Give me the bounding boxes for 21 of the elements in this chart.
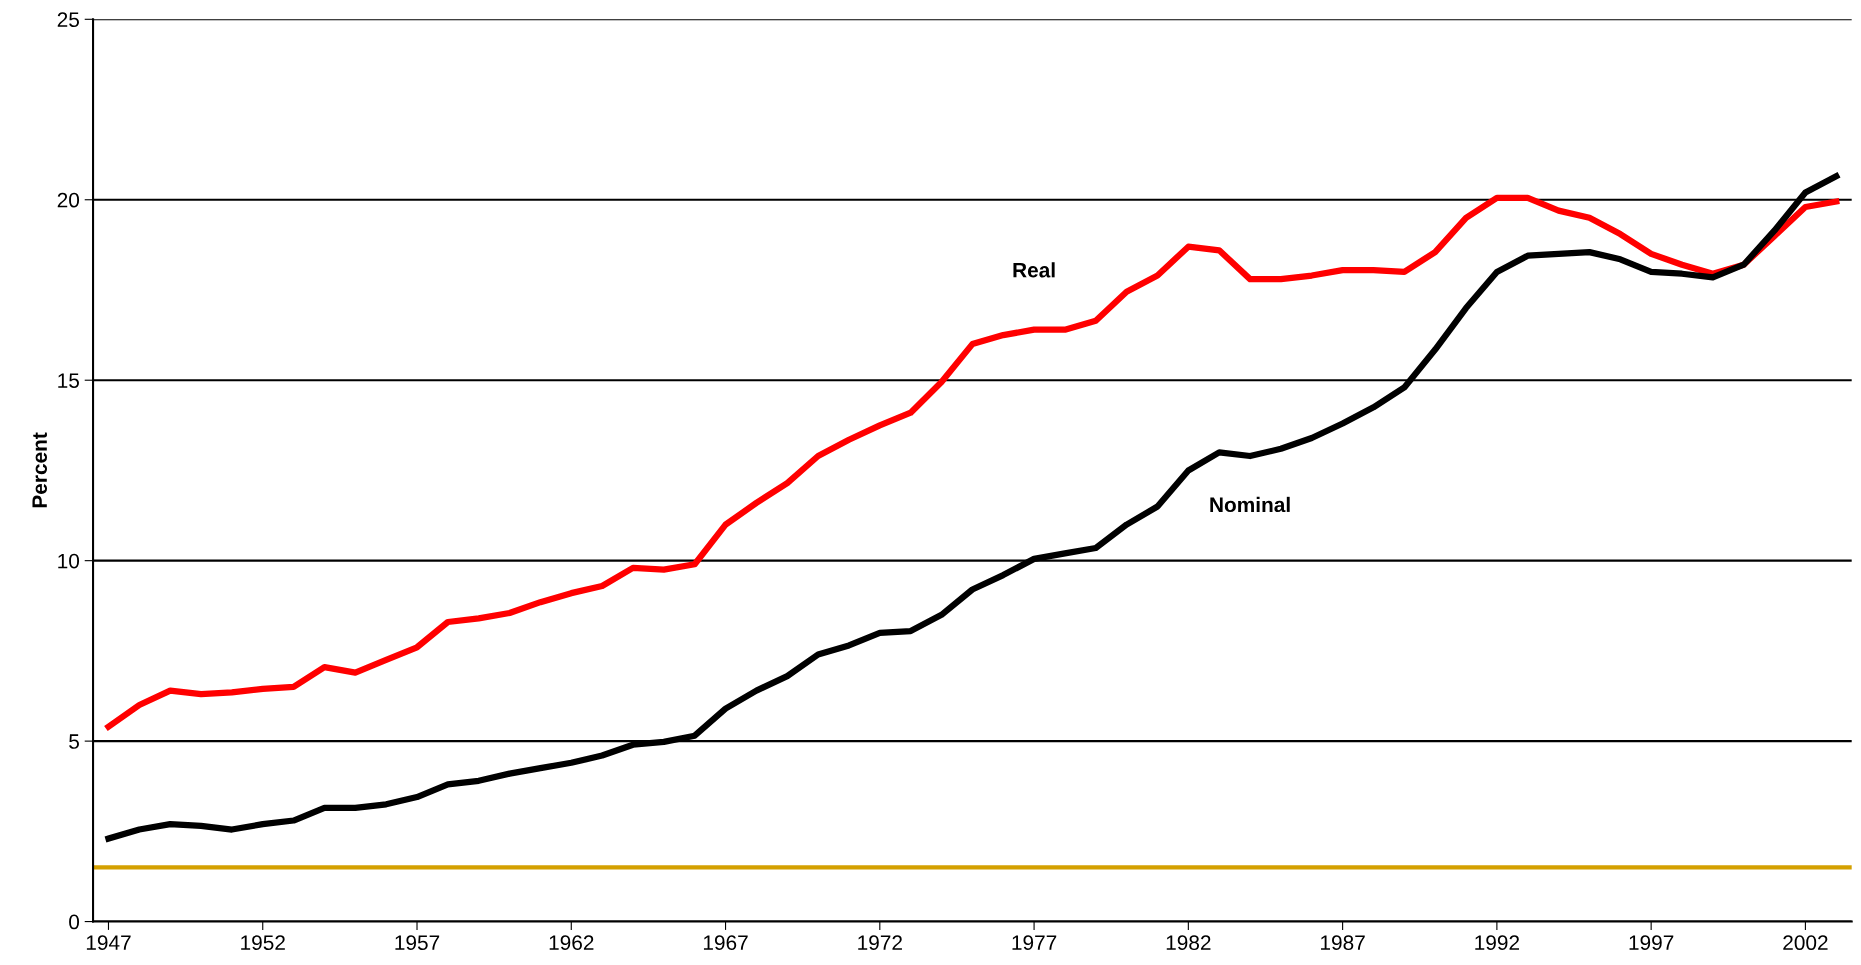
x-tick-label: 1977 — [1012, 935, 1057, 951]
y-tick-label: 25 — [57, 12, 79, 28]
x-tick-label: 2002 — [1783, 935, 1828, 951]
y-tick-label: 10 — [58, 553, 80, 569]
y-tick-label: 20 — [57, 192, 80, 208]
x-tick-label: 1962 — [549, 935, 594, 951]
y-tick-label: 5 — [69, 734, 79, 749]
x-tick-label: 1982 — [1166, 935, 1211, 951]
y-tick-label: 0 — [69, 914, 80, 930]
x-tick-label: 1972 — [858, 935, 902, 951]
x-tick-label: 1997 — [1629, 935, 1674, 951]
y-tick-label: 15 — [58, 373, 79, 388]
x-tick-label: 1957 — [395, 935, 440, 951]
x-tick-label: 1992 — [1475, 935, 1520, 951]
x-tick-label: 1947 — [86, 935, 131, 951]
x-tick-label: 1952 — [241, 935, 285, 951]
x-tick-label: 1987 — [1321, 935, 1365, 951]
series-label: Nominal — [1210, 496, 1290, 513]
text: Real — [1013, 262, 1055, 278]
x-tick-label: 1967 — [703, 935, 748, 951]
y-axis-title: Percent — [32, 432, 48, 508]
